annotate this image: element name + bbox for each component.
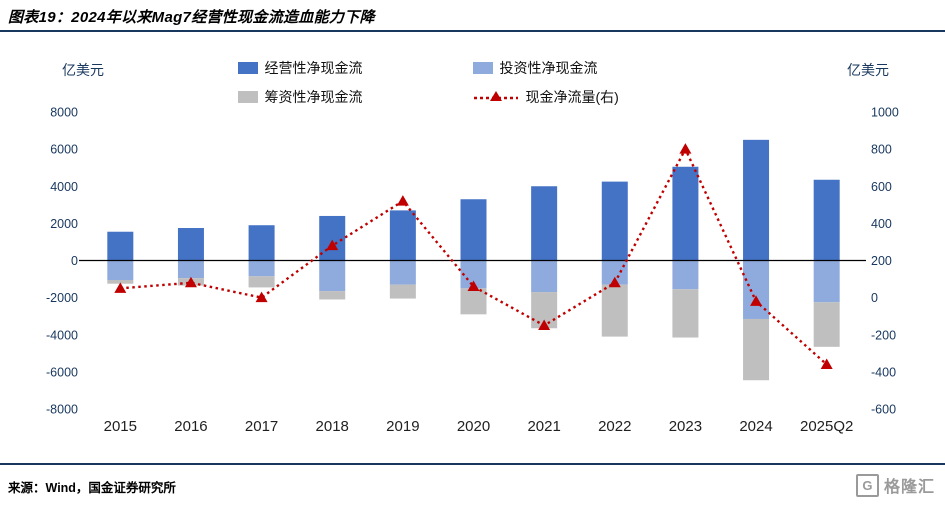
title-divider [0,30,945,32]
svg-text:2019: 2019 [386,418,419,435]
bars-operating [107,139,840,261]
bars-investing [107,260,840,319]
svg-text:6000: 6000 [50,143,78,157]
chart-legend: 经营性净现金流 投资性净现金流 筹资性净现金流 现金净流量(右) [237,58,708,107]
svg-text:2015: 2015 [104,418,137,435]
left-axis-unit: 亿美元 [62,62,104,78]
svg-text:2000: 2000 [50,217,78,231]
svg-text:400: 400 [871,217,892,231]
svg-text:-8000: -8000 [46,403,78,417]
svg-text:0: 0 [871,291,878,305]
svg-text:-200: -200 [871,328,896,342]
svg-text:0: 0 [71,254,78,268]
svg-text:2018: 2018 [316,418,349,435]
legend-label: 筹资性净现金流 [264,89,363,105]
legend-label: 经营性净现金流 [264,60,363,76]
svg-text:-400: -400 [871,365,896,379]
gelonghui-logo: G 格隆汇 [855,473,935,497]
svg-text:-6000: -6000 [46,365,78,379]
legend-item-net-flow: 现金净流量(右) [473,87,708,107]
gelonghui-logo-text: 格隆汇 [883,479,935,496]
svg-text:200: 200 [871,254,892,268]
svg-text:1000: 1000 [871,106,899,120]
svg-text:2025Q2: 2025Q2 [800,418,853,435]
svg-text:2020: 2020 [457,418,490,435]
svg-text:2024: 2024 [739,418,772,435]
left-axis-ticks: 8000 6000 4000 2000 0 -2000 -4000 -6000 -8000 [46,106,78,417]
legend-label: 现金净流量(右) [525,89,619,105]
bars-financing [107,276,840,381]
right-axis-unit: 亿美元 [847,62,889,78]
net-cashflow-markers [114,143,833,369]
svg-text:600: 600 [871,180,892,194]
right-axis-ticks: 1000 800 600 400 200 0 -200 -400 -600 [871,106,899,417]
operating-swatch-icon [237,62,258,74]
svg-text:4000: 4000 [50,180,78,194]
svg-text:8000: 8000 [50,106,78,120]
svg-text:2021: 2021 [527,418,560,435]
svg-text:2023: 2023 [669,418,702,435]
svg-text:-4000: -4000 [46,328,78,342]
legend-label: 投资性净现金流 [499,60,598,76]
svg-text:2017: 2017 [245,418,278,435]
svg-text:2022: 2022 [598,418,631,435]
legend-item-financing: 筹资性净现金流 [237,87,473,107]
legend-item-operating: 经营性净现金流 [237,58,473,78]
legend-item-investing: 投资性净现金流 [472,58,708,78]
svg-text:2016: 2016 [174,418,207,435]
net-cashflow-line-icon [473,90,519,104]
svg-text:-2000: -2000 [46,291,78,305]
x-axis-labels: 2015 2016 2017 2018 2019 2020 2021 2022 2023 2024… [104,418,854,435]
cashflow-chart: 80006000400020000-2000-4000-6000-8000100… [46,106,899,436]
financing-swatch-icon [237,91,258,103]
svg-text:800: 800 [871,143,892,157]
footer-divider [0,463,945,465]
source-note: 来源：Wind，国金证券研究所 [8,481,176,495]
svg-text:-600: -600 [871,403,896,417]
investing-swatch-icon [472,62,493,74]
gelonghui-logo-icon: G [855,473,879,497]
chart-title: 图表19：2024年以来Mag7经营性现金流造血能力下降 [8,9,375,26]
